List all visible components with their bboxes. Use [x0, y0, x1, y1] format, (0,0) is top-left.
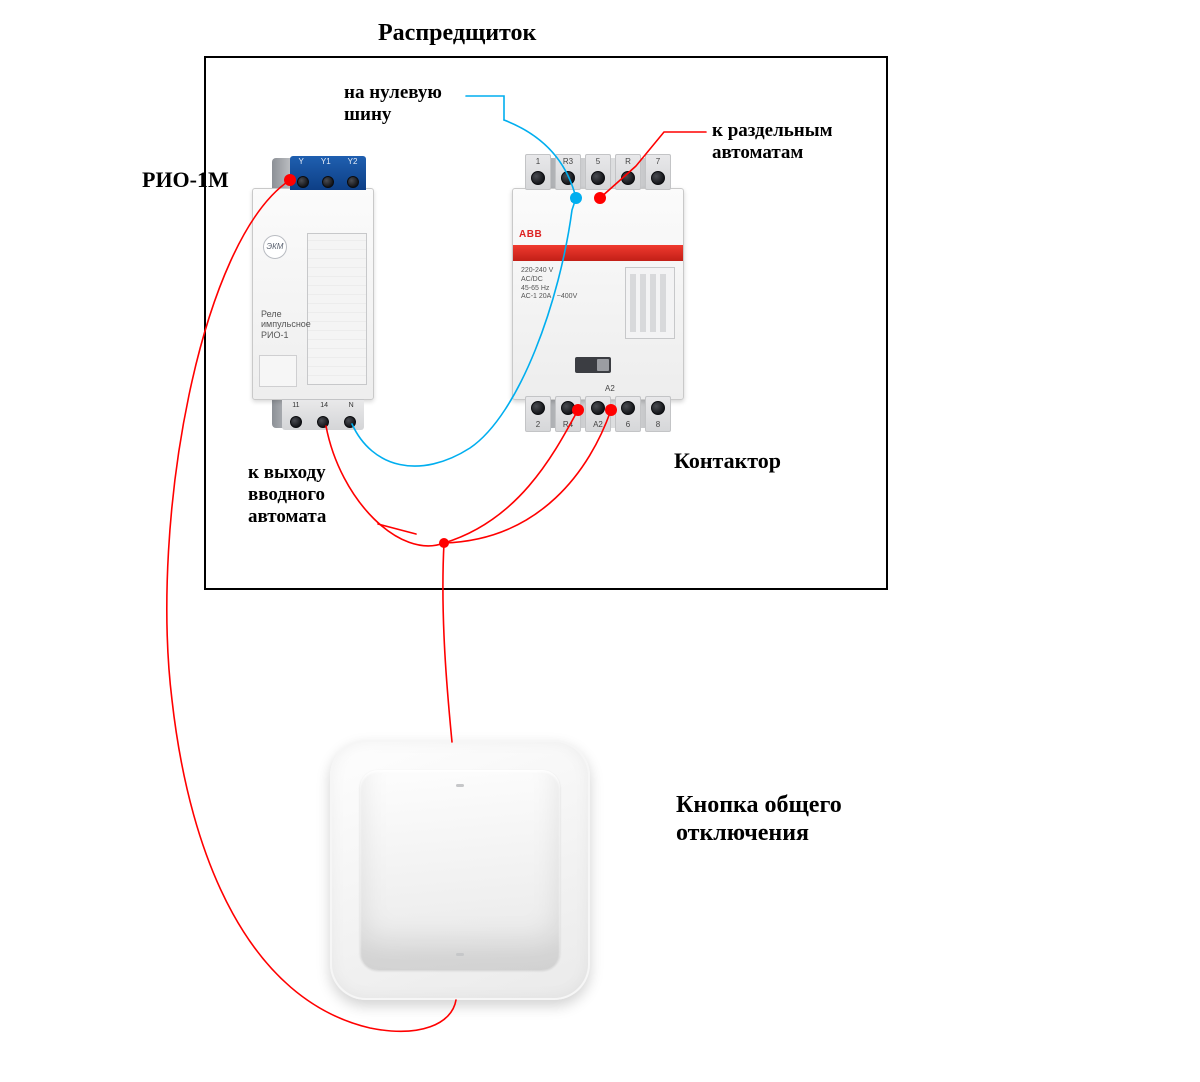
- rio-term-Y2: Y2: [348, 158, 358, 166]
- contactor-mini-diagram: [625, 267, 675, 339]
- label-to-neutral: на нулевую шину: [344, 82, 442, 126]
- contactor-red-stripe: [513, 245, 683, 261]
- contactor-A1-label: A1: [571, 195, 581, 204]
- contactor: ABB 220-240 V AC/DC 45-65 Hz AC-1 20A / …: [512, 158, 682, 428]
- rio-logo: ЭКМ: [263, 235, 287, 259]
- rio-term-N: N: [349, 402, 354, 409]
- rio-term-Y: Y: [299, 158, 304, 166]
- label-rio: РИО-1М: [142, 167, 229, 192]
- rio-top-terminals: Y Y1 Y2: [290, 156, 366, 190]
- contactor-top-terminals: 1R35R7: [522, 154, 672, 190]
- rio-face-text: Реле импульсное РИО-1: [261, 309, 311, 340]
- contactor-indicator: [575, 357, 611, 373]
- label-to-main-breaker: к выходу вводного автомата: [248, 462, 326, 528]
- contactor-spec: 220-240 V AC/DC 45-65 Hz AC-1 20A / ~400…: [521, 267, 577, 302]
- label-switch: Кнопка общего отключения: [676, 792, 842, 847]
- rio-bottom-terminals: 11 14 N: [282, 399, 364, 430]
- rio-term-Y1: Y1: [321, 158, 331, 166]
- label-panel-title: Распредщиток: [378, 20, 536, 48]
- contactor-bottom-terminals: 2R4A268: [522, 396, 672, 432]
- label-to-breakers: к раздельным автоматам: [712, 120, 833, 164]
- rio-term-11: 11: [292, 402, 299, 409]
- rio-schematic-print: [307, 233, 367, 385]
- rio-1m-relay: ЭКМ Реле импульсное РИО-1 Y Y1 Y2 11 14 …: [252, 158, 372, 428]
- master-off-switch[interactable]: [330, 740, 590, 1000]
- label-contactor: Контактор: [674, 448, 781, 473]
- contactor-A2-label: A2: [605, 384, 615, 393]
- contactor-brand: ABB: [519, 229, 542, 240]
- rio-term-14: 14: [320, 402, 328, 409]
